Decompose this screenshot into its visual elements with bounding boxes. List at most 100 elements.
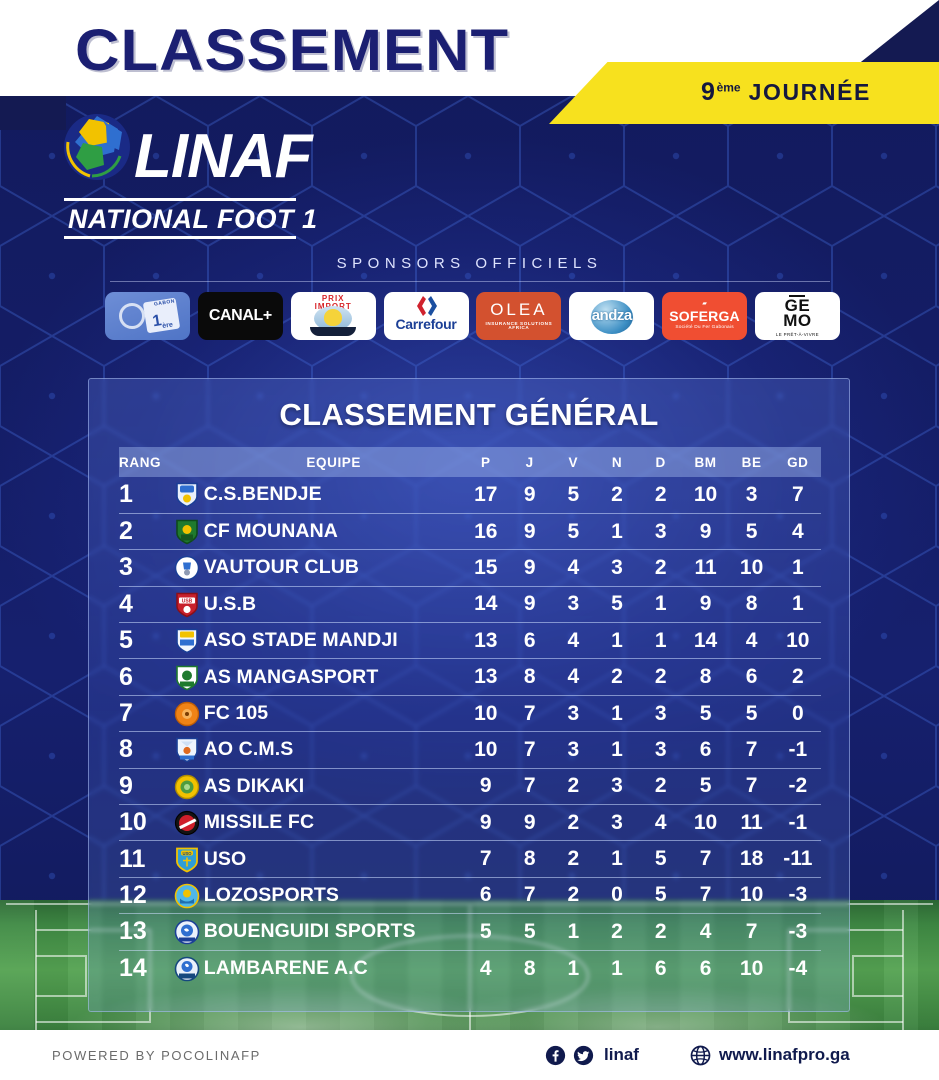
cell-rank: 1 [119,477,174,514]
cell-rank: 6 [119,658,174,696]
table-row[interactable]: 13 BOUENGUIDI SPORTS 5 5 1 2 2 4 7 -3 [119,913,821,951]
gemo-macron-icon [789,294,806,297]
cell-d: 3 [638,513,683,551]
cell-bm: 10 [682,477,729,514]
cell-n: 3 [595,804,639,842]
col-header-p: P [463,447,508,477]
sponsor-prix-import[interactable]: PRIX IMPORT [290,292,376,340]
cell-rank: 13 [119,913,174,951]
sponsor-andza[interactable]: andza [569,292,655,340]
team-crest-icon: USB [173,586,204,624]
cell-j: 7 [507,695,552,733]
standings-header-row: RANG EQUIPE P J V N D BM BE GD [119,447,821,477]
table-row[interactable]: 11 USO USO 7 8 2 1 5 7 18 -11 [119,840,821,878]
cell-v: 2 [551,768,596,806]
cell-gd: 2 [774,658,821,696]
social-links[interactable]: linaf [545,1045,639,1066]
table-row[interactable]: 2 CF MOUNANA 16 9 5 1 3 9 5 4 [119,513,821,551]
cell-d: 1 [638,586,683,624]
table-row[interactable]: 14 LAMBARENE A.C 4 8 1 1 6 6 10 -4 [119,950,821,986]
table-row[interactable]: 1 C.S.BENDJE 17 9 5 2 2 10 3 7 [119,477,821,514]
sponsor-carrefour[interactable]: Carrefour [383,292,469,340]
table-row[interactable]: 8 AO C.M.S 10 7 3 1 3 6 7 -1 [119,731,821,769]
cell-gd: -1 [774,804,821,842]
cell-bm: 7 [682,840,729,878]
cell-be: 7 [728,913,775,951]
cell-d: 3 [638,695,683,733]
table-row[interactable]: 12 LOZOSPORTS 6 7 2 0 5 7 10 -3 [119,877,821,915]
col-header-j: J [507,447,552,477]
cell-gd: -3 [774,913,821,951]
table-row[interactable]: 7 FC 105 10 7 3 1 3 5 5 0 [119,695,821,733]
olea-tagline: INSURANCE SOLUTIONS AFRICA [485,320,553,331]
cell-be: 10 [739,956,764,980]
facebook-icon[interactable] [545,1045,566,1066]
cell-j: 8 [507,658,552,696]
cell-be: 10 [728,877,775,915]
table-row[interactable]: 5 ASO STADE MANDJI 13 6 4 1 1 14 4 10 [119,622,821,660]
cell-v: 2 [551,804,596,842]
cell-rank: 8 [119,731,174,769]
table-row[interactable]: 9 AS DIKAKI 9 7 2 3 2 5 7 -2 [119,768,821,806]
cell-p: 14 [463,586,508,624]
cell-team-name: AS DIKAKI [203,768,464,806]
cell-rank: 10 [119,804,174,842]
cell-d: 2 [638,658,683,696]
gabon1ere-circle-icon [118,303,145,329]
cell-d: 6 [654,956,667,980]
cell-j: 9 [507,549,552,587]
carrefour-wordmark: Carrefour [395,316,457,332]
table-row[interactable]: 4 USB U.S.B 14 9 3 5 1 9 8 1 [119,586,821,624]
sponsor-gabon1ere[interactable]: GABON 1 ère [105,292,190,340]
team-crest-icon [173,877,204,915]
cell-d: 3 [638,731,683,769]
cell-be: 11 [728,804,775,842]
cell-j: 9 [507,513,552,551]
canalplus-wordmark: CANAL+ [208,306,272,324]
svg-text:USO: USO [182,850,192,855]
cell-n: 1 [595,840,639,878]
cell-rank: 11 [119,840,174,878]
cell-n: 3 [595,768,639,806]
cell-v: 5 [551,477,596,514]
website-link[interactable]: www.linafpro.ga [690,1045,850,1066]
cell-team-name: LAMBARENE A.C [203,957,368,980]
soferga-tagline: Société Du Fer Gabonais [675,325,734,331]
cell-v: 3 [551,695,596,733]
cell-bm: 8 [682,658,729,696]
sponsor-canalplus[interactable]: CANAL+ [197,292,283,340]
globe-icon [690,1045,711,1065]
cell-team-name: FC 105 [203,695,464,733]
standings-body: 1 C.S.BENDJE 17 9 5 2 2 10 3 7 2 CF MOUNANA 16 9 5 1 3 9 5… [119,477,821,986]
twitter-icon[interactable] [573,1045,594,1066]
soccer-ball-icon [64,114,130,180]
footer-bar: POWERED BY POCOLINAFP linaf www.linafpro… [0,1030,939,1080]
cell-be: 4 [728,622,775,660]
andza-wordmark: andza [591,307,633,324]
team-crest-icon [173,731,204,769]
cell-bm: 5 [682,768,729,806]
col-header-equipe: EQUIPE [203,447,464,477]
cell-p: 9 [463,768,508,806]
cell-bm: 4 [682,913,729,951]
standings-title: CLASSEMENT GÉNÉRAL [279,397,659,432]
col-header-rang: RANG [119,447,204,477]
cell-gd: 7 [774,477,821,514]
table-row[interactable]: 3 VAUTOUR CLUB 15 9 4 3 2 11 10 1 [119,549,821,587]
logo-rule-top [64,198,296,201]
table-row[interactable]: 6 AS MANGASPORT 13 8 4 2 2 8 6 2 [119,658,821,696]
cell-p: 5 [463,913,508,951]
cell-team-name: VAUTOUR CLUB [203,549,464,587]
cell-team-name: U.S.B [203,586,464,624]
table-row[interactable]: 10 MISSILE FC 9 9 2 3 4 10 11 -1 [119,804,821,842]
cell-j: 7 [507,768,552,806]
carrefour-logo-icon [417,296,438,316]
cell-v: 3 [551,731,596,769]
sponsor-olea[interactable]: OLEA INSURANCE SOLUTIONS AFRICA [476,292,562,340]
sponsor-soferga[interactable]: ▰ SOFERGA Société Du Fer Gabonais [662,292,748,340]
cell-j: 9 [507,804,552,842]
cell-rank: 7 [119,695,174,733]
sponsor-gemo[interactable]: GE MO LE PRÊT-À-VIVRE [754,292,840,340]
team-crest-icon: USO [173,840,204,878]
cell-team-name: LOZOSPORTS [203,877,464,915]
